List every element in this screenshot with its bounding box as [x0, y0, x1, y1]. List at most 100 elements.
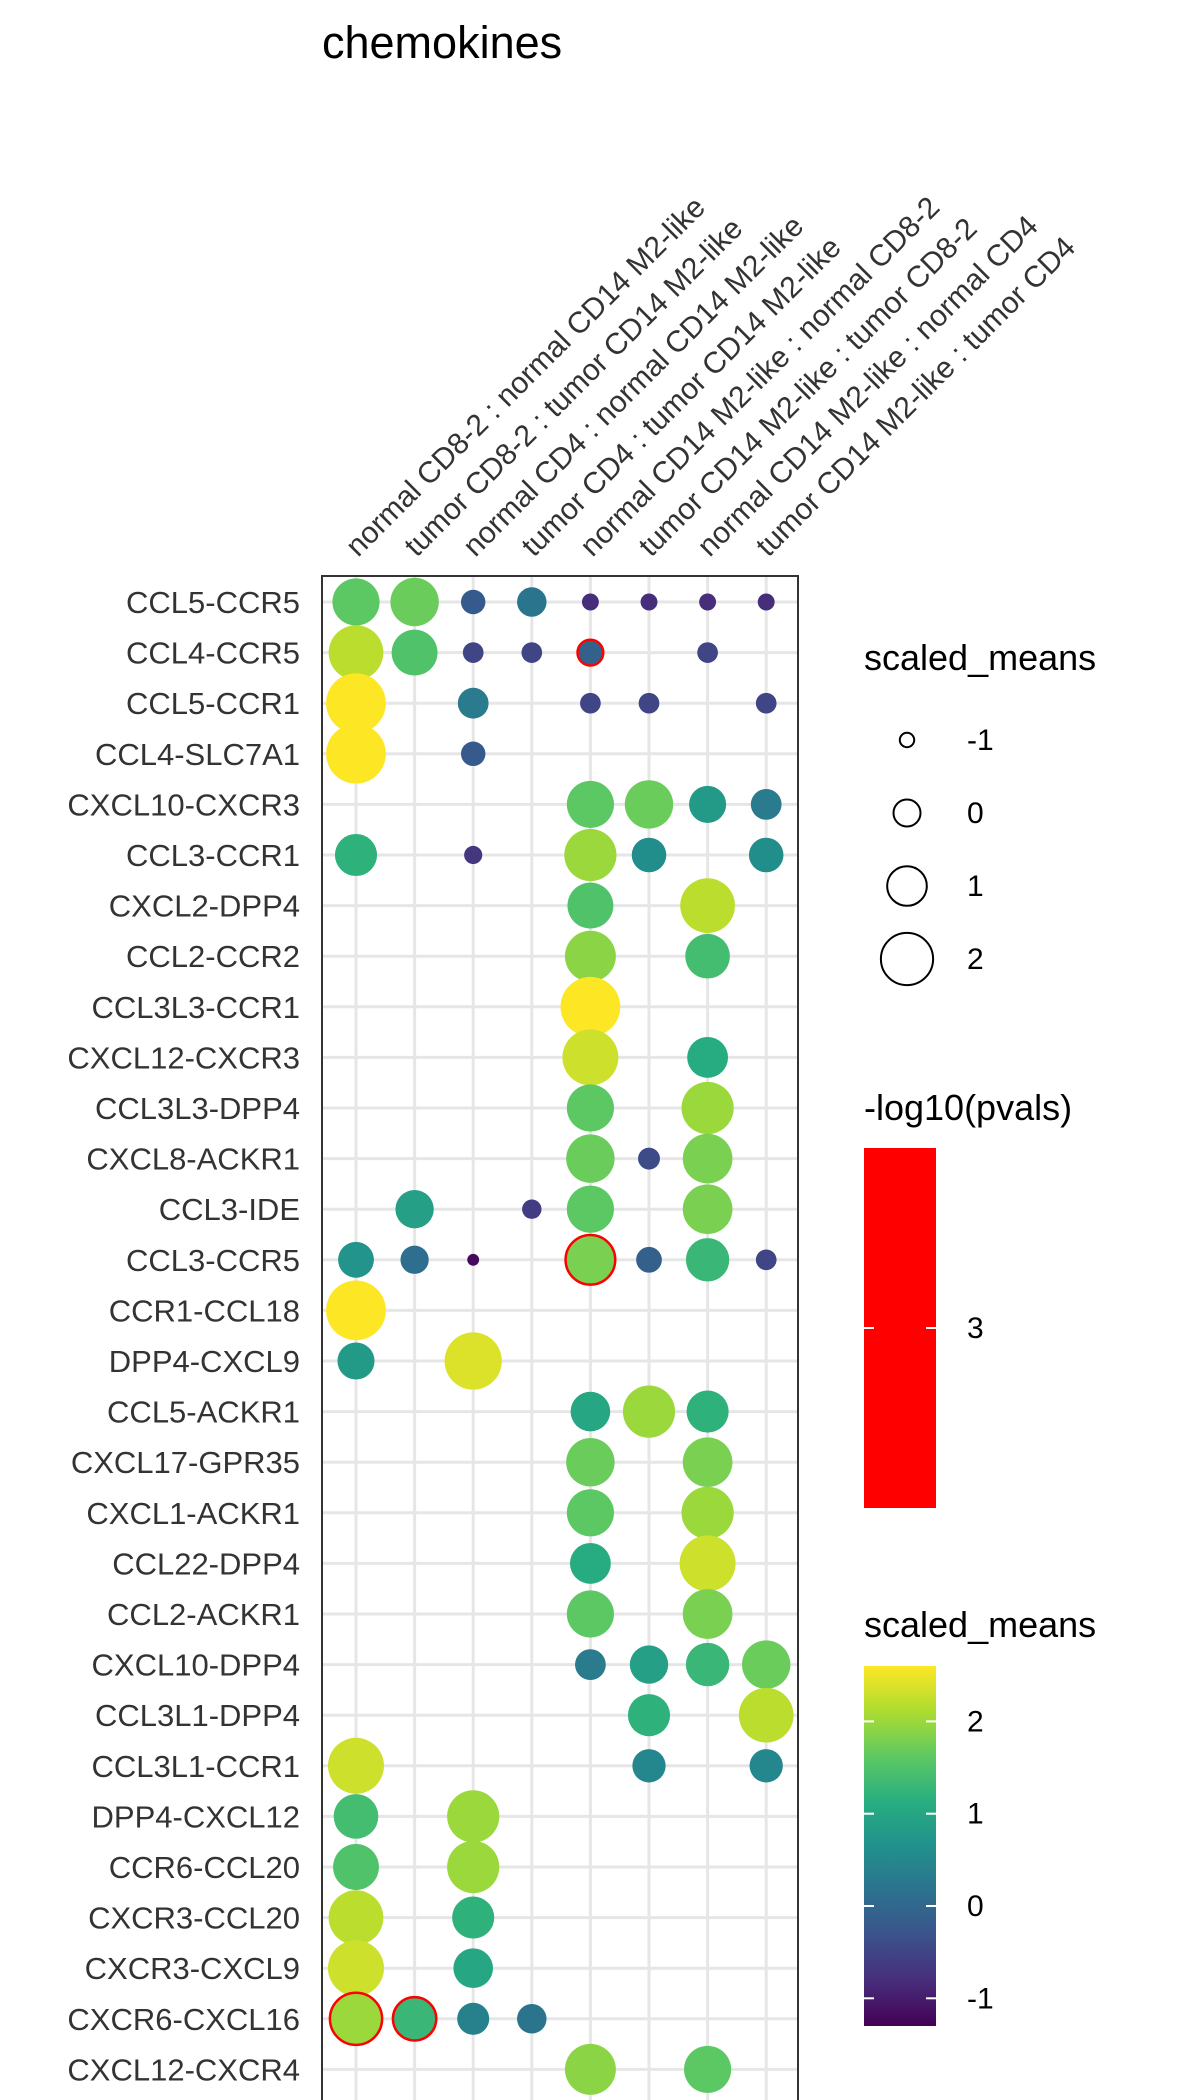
y-tick-label: DPP4-CXCL9	[109, 1344, 300, 1379]
y-axis-tick-labels: CCL5-CCR5 CCL4-CCR5 CCL5-CCR1 CCL4-SLC7A1 CX…	[67, 585, 300, 2087]
dot	[566, 780, 614, 828]
dot	[685, 1642, 730, 1687]
y-tick-label: CCL22-DPP4	[112, 1546, 300, 1581]
dot	[638, 1147, 660, 1170]
dot-significant	[328, 1991, 384, 2047]
y-tick-label: CCR6-CCL20	[109, 1850, 300, 1885]
dot	[680, 878, 735, 933]
dots	[326, 577, 794, 2095]
dot	[447, 1790, 500, 1843]
dot	[749, 1749, 783, 1783]
dot	[580, 692, 601, 714]
y-tick-label: CXCR3-CXCL9	[85, 1951, 300, 1986]
dot	[457, 2002, 490, 2035]
dot	[326, 723, 386, 784]
chart-title: chemokines	[322, 17, 562, 68]
y-tick-label: CCL3L1-DPP4	[95, 1698, 300, 1733]
y-tick-label: CXCL10-CXCR3	[67, 787, 300, 822]
size-legend-key	[892, 798, 922, 828]
dot	[560, 976, 621, 1037]
y-tick-label: CCL4-CCR5	[126, 636, 300, 671]
grid-lines	[322, 576, 798, 2100]
dot	[328, 625, 384, 680]
y-tick-label: CXCR6-CXCL16	[67, 2002, 300, 2037]
dot	[681, 1081, 734, 1135]
dot	[682, 1133, 733, 1184]
dot	[631, 837, 667, 873]
pval-colorbar	[864, 1148, 936, 1508]
dot	[622, 1385, 676, 1438]
dot	[684, 2045, 732, 2093]
y-tick-label: CCL3L3-CCR1	[92, 990, 300, 1025]
dot	[337, 1342, 375, 1380]
dot	[521, 642, 543, 663]
y-tick-label: CXCL12-CXCR3	[67, 1040, 300, 1075]
y-tick-label: CCL4-SLC7A1	[95, 737, 300, 772]
dot	[681, 1486, 734, 1539]
color-legend-title: scaled_means	[864, 1604, 1096, 1645]
dot	[328, 1890, 384, 1945]
dot	[569, 1542, 611, 1584]
dot	[566, 1134, 615, 1183]
color-tick-label: 1	[967, 1798, 984, 1831]
dot	[685, 933, 730, 979]
dot	[517, 2004, 547, 2034]
y-tick-label: CCL3-CCR1	[126, 838, 300, 873]
y-tick-label: CCR1-CCL18	[109, 1293, 300, 1328]
color-colorbar	[864, 1666, 936, 2026]
dot-significant	[391, 1995, 438, 2042]
dot	[391, 629, 438, 676]
dot	[757, 593, 775, 611]
dot	[699, 593, 717, 611]
dot	[741, 1640, 791, 1689]
dot	[332, 578, 380, 626]
dot	[679, 1535, 736, 1592]
color-tick-label: 0	[967, 1890, 984, 1923]
size-legend-key	[879, 931, 935, 987]
pval-tick-label: 3	[967, 1312, 984, 1345]
dot-significant	[564, 1233, 617, 1286]
size-legend-label: 2	[967, 943, 984, 976]
dot	[682, 1437, 733, 1488]
dot	[452, 1896, 495, 1939]
dot	[328, 1737, 384, 1794]
y-tick-label: CXCL10-DPP4	[92, 1648, 300, 1683]
y-tick-label: CCL3-IDE	[159, 1192, 300, 1227]
dot	[686, 1390, 729, 1433]
dot	[755, 1249, 777, 1271]
y-tick-label: CXCL2-DPP4	[109, 889, 300, 924]
dot	[566, 1437, 615, 1487]
dot	[333, 1844, 379, 1890]
y-tick-label: CXCR3-CCL20	[88, 1901, 300, 1936]
dot	[629, 1645, 669, 1684]
dot	[333, 1794, 379, 1839]
dot	[687, 1036, 729, 1078]
y-tick-label: CCL5-CCR1	[126, 686, 300, 721]
pval-legend-title: -log10(pvals)	[864, 1087, 1072, 1128]
dot	[395, 1190, 434, 1229]
dot	[738, 1687, 794, 1743]
size-legend: -1 0 1 2	[879, 724, 994, 987]
dot	[562, 1029, 619, 1086]
y-tick-label: CCL5-CCR5	[126, 585, 300, 620]
y-tick-label: CCL3L3-DPP4	[95, 1091, 300, 1126]
y-tick-label: CCL3-CCR5	[126, 1243, 300, 1278]
dot	[460, 589, 486, 615]
size-legend-title: scaled_means	[864, 637, 1096, 678]
y-tick-label: DPP4-CXCL12	[92, 1799, 300, 1834]
dot	[326, 673, 386, 734]
size-legend-label: -1	[967, 724, 994, 757]
dot	[748, 837, 784, 873]
color-tick-label: -1	[967, 1982, 994, 2015]
dot	[400, 1245, 429, 1274]
dot	[467, 1253, 480, 1266]
color-colorbar-ticks: 2 1 0 -1	[864, 1705, 994, 2015]
dot	[624, 780, 674, 829]
y-tick-label: CCL3L1-CCR1	[92, 1749, 300, 1784]
dot	[444, 1332, 502, 1390]
dot	[575, 1649, 606, 1680]
dot	[567, 882, 614, 929]
dot	[447, 1840, 500, 1894]
dot	[570, 1391, 611, 1432]
